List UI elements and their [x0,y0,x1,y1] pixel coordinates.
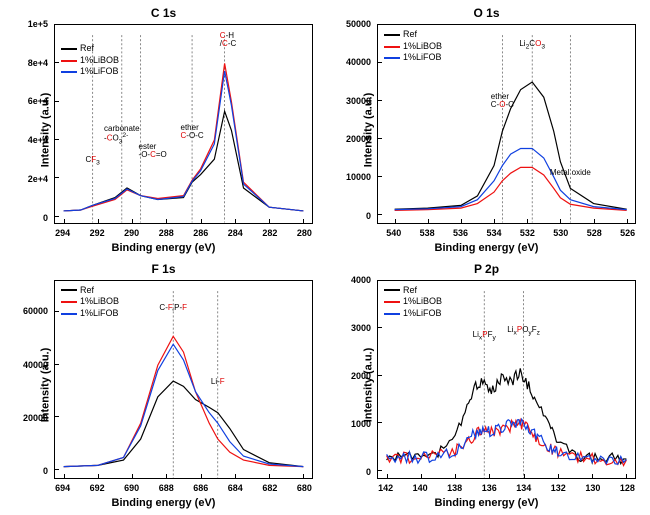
legend-item: Ref [384,29,442,41]
annotation: C-F,P-F [159,304,187,312]
series-Ref [387,368,627,463]
plot-area: Ref1%LiBOB1%LiFOB LixPFy LixPOyFz [377,280,636,480]
y-ticks: 02e+44e+46e+48e+41e+5 [6,24,50,224]
x-axis-label: Binding energy (eV) [329,497,644,509]
panel-o1s: O 1s Intensity (a.u.) Ref1%LiBOB1%LiFOB … [329,6,644,254]
chart-title: C 1s [6,6,321,20]
panel-f1s: F 1s Intensity (a.u.) Ref1%LiBOB1%LiFOB … [6,262,321,510]
x-ticks: 142140138136134132130128 [377,483,636,495]
legend-item: 1%LiFOB [384,308,442,320]
series-LiBOB [64,336,304,466]
annotation: carbonate-CO32- [104,125,140,146]
legend-item: 1%LiBOB [61,296,119,308]
annotation: ester-O-C=O [139,143,167,159]
x-ticks: 294292290288286284282280 [54,228,313,240]
legend-item: 1%LiBOB [61,55,119,67]
y-ticks: 01000020000300004000050000 [329,24,373,224]
legend-item: Ref [61,285,119,297]
legend-item: 1%LiBOB [384,296,442,308]
series-LiBOB [395,167,627,210]
annotation: CF3 [86,156,100,167]
annotation: Metal oxide [550,169,591,177]
chart-title: O 1s [329,6,644,20]
series-LiFOB [64,344,304,466]
x-axis-label: Binding energy (eV) [6,497,321,509]
legend: Ref1%LiBOB1%LiFOB [384,285,442,320]
chart-title: F 1s [6,262,321,276]
legend: Ref1%LiBOB1%LiFOB [61,43,119,78]
legend-item: Ref [61,43,119,55]
annotation: Li-F [211,378,225,386]
legend-item: 1%LiFOB [61,308,119,320]
annotation: LixPOyFz [507,326,540,337]
annotation: C-H/C-C [220,32,236,48]
legend: Ref1%LiBOB1%LiFOB [384,29,442,64]
annotation: etherC-O-C [491,93,514,109]
plot-area: Ref1%LiBOB1%LiFOB C-F,P-F Li-F [54,280,313,480]
annotation: LixPFy [473,331,496,342]
series-LiFOB [64,71,304,211]
chart-grid: C 1s Intensity (a.u.) Ref1%LiBOB1%LiFOB … [0,0,650,515]
legend-item: 1%LiBOB [384,41,442,53]
y-ticks: 0200004000060000 [6,280,50,480]
series-Ref [64,381,304,467]
x-ticks: 694692690688686684682680 [54,483,313,495]
plot-area: Ref1%LiBOB1%LiFOB CF3 carbonate-CO32-este… [54,24,313,224]
legend-item: 1%LiFOB [384,52,442,64]
panel-p2p: P 2p Intensity (a.u.) Ref1%LiBOB1%LiFOB … [329,262,644,510]
chart-title: P 2p [329,262,644,276]
legend: Ref1%LiBOB1%LiFOB [61,285,119,320]
annotation: etherC-O-C [181,124,204,140]
x-axis-label: Binding energy (eV) [329,242,644,254]
x-ticks: 540538536534532530528526 [377,228,636,240]
x-axis-label: Binding energy (eV) [6,242,321,254]
plot-area: Ref1%LiBOB1%LiFOB etherC-O-C Li2CO3 Metal … [377,24,636,224]
series-LiFOB [395,148,627,209]
legend-item: Ref [384,285,442,297]
legend-item: 1%LiFOB [61,66,119,78]
annotation: Li2CO3 [519,40,545,51]
y-ticks: 01000200030004000 [329,280,373,480]
panel-c1s: C 1s Intensity (a.u.) Ref1%LiBOB1%LiFOB … [6,6,321,254]
